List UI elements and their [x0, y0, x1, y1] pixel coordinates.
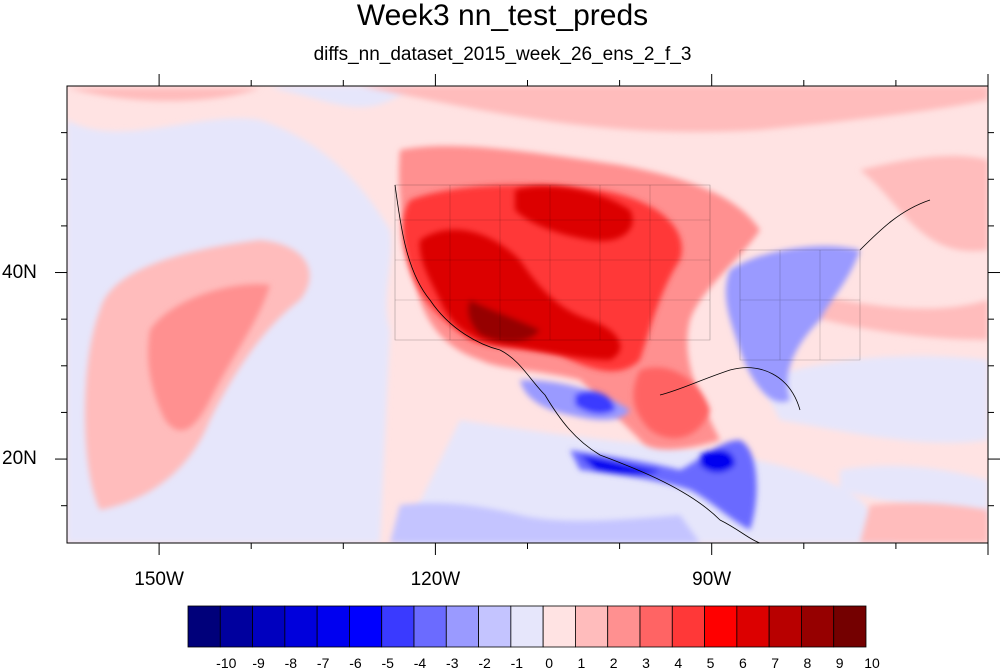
colorbar-label: 3: [642, 655, 650, 671]
colorbar-box: [445, 605, 479, 648]
colorbar-label: 10: [864, 655, 880, 671]
colorbar-label: -5: [381, 655, 394, 671]
colorbar-box: [575, 605, 609, 648]
colorbar-box: [704, 605, 738, 648]
colorbar-box: [768, 605, 802, 648]
map-title: Week3 nn_test_preds: [356, 0, 649, 32]
colorbar-label: 2: [609, 655, 618, 671]
lat-tick-label: 40N: [2, 261, 37, 283]
colorbar-box: [349, 605, 383, 648]
lon-tick-label: 120W: [410, 569, 461, 590]
colorbar-box: [252, 605, 286, 648]
colorbar-label: -8: [284, 655, 298, 671]
strong-red-areas: [419, 186, 633, 360]
state-borders: [394, 184, 861, 361]
colorbar-label: 1: [577, 655, 586, 671]
colorbar-label: -1: [510, 655, 524, 671]
blue-areas: [390, 246, 860, 543]
colorbar-label: 4: [674, 655, 683, 671]
colorbar-label: -10: [216, 655, 237, 671]
colorbar-label: -2: [478, 655, 491, 671]
lat-tick-label: 20N: [2, 448, 37, 470]
colorbar-label: 9: [835, 655, 844, 671]
lon-tick-label: 90W: [692, 569, 732, 590]
colorbar-box: [833, 605, 867, 648]
axis-ticks: [55, 74, 1000, 555]
colorbar-box: [671, 605, 705, 648]
colorbar-box: [413, 605, 447, 648]
colorbar-label: -4: [413, 655, 427, 671]
colorbar-label: 8: [803, 655, 812, 671]
colorbar-box: [187, 605, 221, 648]
lon-tick-label: 150W: [134, 569, 184, 590]
colorbar-label: -7: [316, 655, 330, 671]
colorbar-box: [381, 605, 415, 648]
colorbar-label: 6: [738, 655, 747, 671]
colorbar-label: -9: [252, 655, 265, 671]
colorbar-box: [478, 605, 512, 648]
colorbar-label: 5: [706, 655, 715, 671]
colorbar-label: 0: [545, 655, 554, 671]
colorbar-label: -6: [349, 655, 362, 671]
coastline: [394, 184, 931, 543]
colorbar-label: 7: [771, 655, 780, 671]
colorbar-box: [542, 605, 576, 648]
colorbar-box: [510, 605, 544, 648]
colorbar-box: [284, 605, 318, 648]
anomaly-field: [67, 86, 988, 543]
colorbar-box: [316, 605, 350, 648]
colorbar-box: [736, 605, 770, 648]
colorbar: [187, 605, 867, 648]
map-subtitle: diffs_nn_dataset_2015_week_26_ens_2_f_3: [313, 44, 692, 65]
colorbar-box: [801, 605, 835, 648]
colorbar-box: [607, 605, 641, 648]
colorbar-label: -3: [446, 655, 459, 671]
colorbar-box: [639, 605, 673, 648]
colorbar-box: [219, 605, 253, 648]
